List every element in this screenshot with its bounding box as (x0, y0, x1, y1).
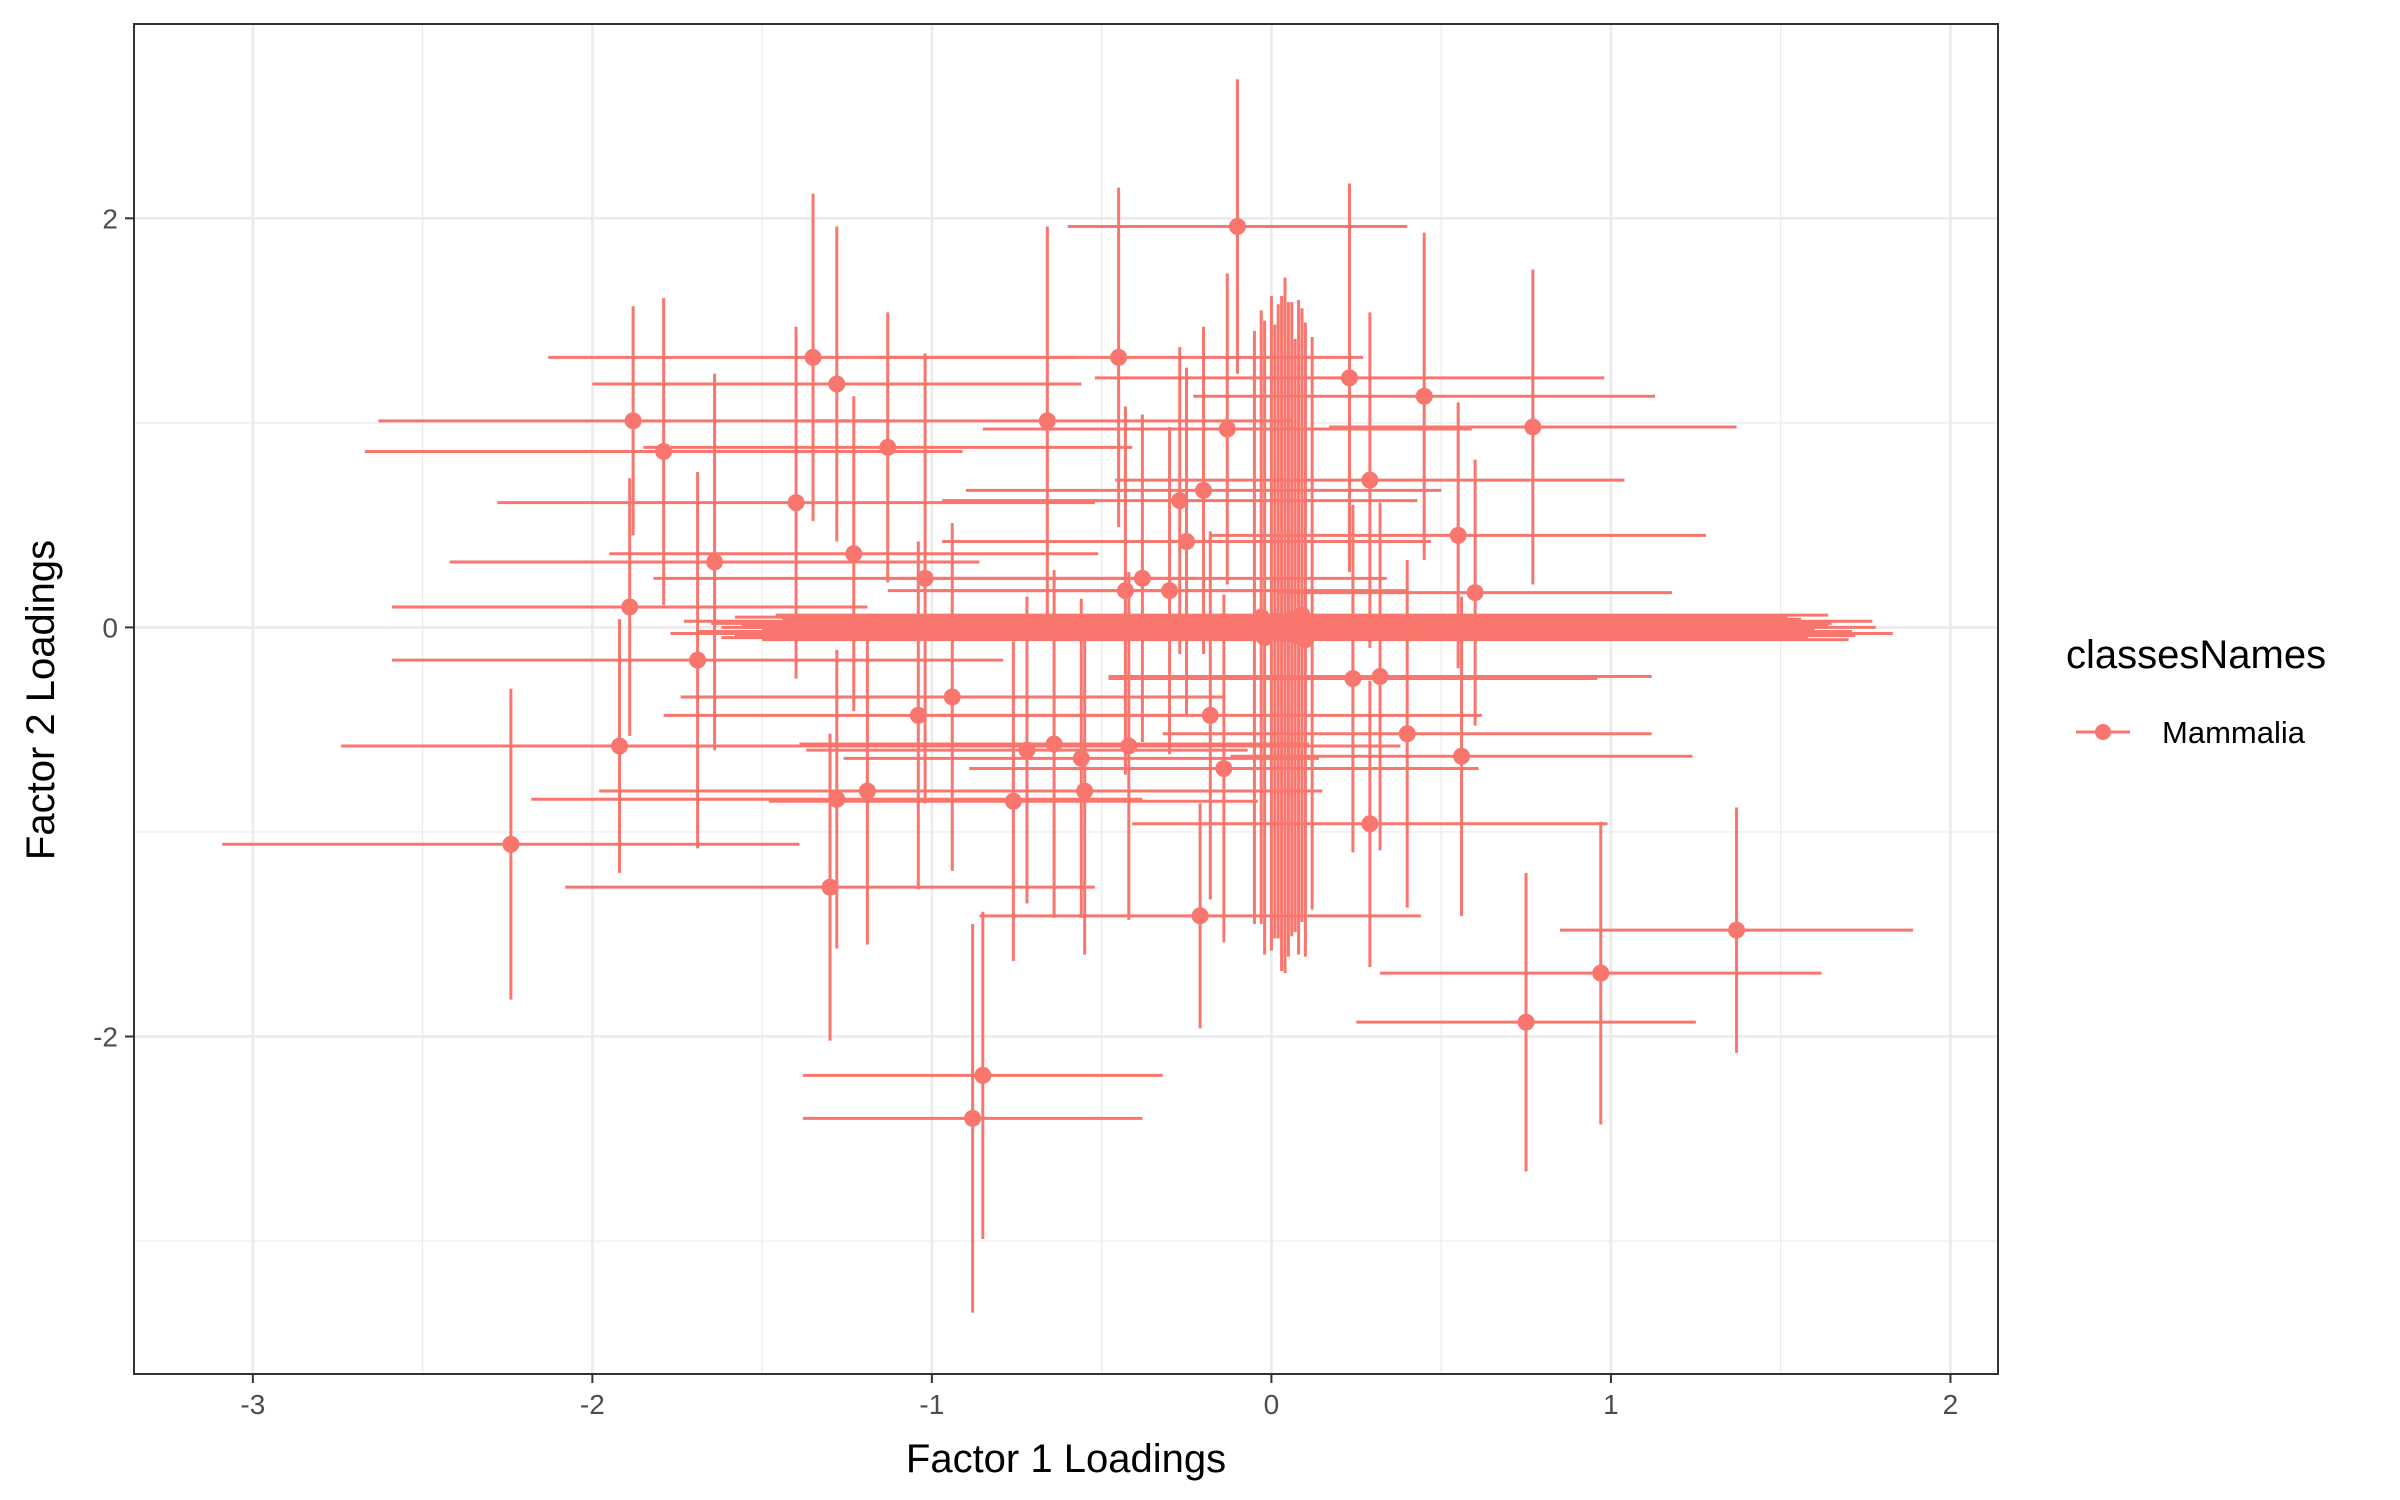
x-axis-title: Factor 1 Loadings (906, 1437, 1226, 1481)
data-point (1341, 369, 1359, 387)
data-point (1371, 668, 1389, 685)
data-point (621, 598, 639, 616)
legend-title: classesNames (2066, 633, 2326, 677)
data-point (611, 737, 629, 755)
data-point (1466, 584, 1484, 602)
x-tick-label: 0 (1264, 1389, 1280, 1420)
major-gridlines (134, 24, 1998, 1374)
points (502, 218, 1746, 1127)
data-point (1517, 1013, 1535, 1031)
data-point (943, 688, 961, 706)
data-point (1303, 614, 1321, 632)
x-tick-label: -1 (919, 1389, 944, 1420)
data-point (1195, 481, 1213, 499)
data-point (1120, 737, 1138, 755)
data-point (624, 412, 642, 430)
data-point (787, 494, 805, 512)
data-point (804, 348, 822, 366)
data-point (845, 545, 863, 563)
data-point (1218, 420, 1236, 438)
data-point (1453, 747, 1471, 765)
data-point (974, 1066, 992, 1084)
data-point (1191, 907, 1209, 925)
data-point (1161, 582, 1179, 600)
data-point (1344, 670, 1362, 688)
data-point (828, 375, 846, 393)
y-axis-title: Factor 2 Loadings (19, 540, 63, 860)
data-point (821, 878, 839, 896)
data-series-mammalia (222, 79, 1914, 1313)
data-point (964, 1109, 982, 1127)
data-point (1728, 921, 1746, 939)
data-point (858, 782, 876, 800)
data-point (828, 790, 846, 808)
data-point (1018, 741, 1036, 759)
data-point (1524, 418, 1542, 436)
data-point (1215, 760, 1233, 778)
legend-key-point (2095, 724, 2111, 740)
data-point (1076, 782, 1094, 800)
data-point (1045, 735, 1063, 753)
data-point (706, 553, 724, 571)
data-point (1038, 412, 1056, 430)
data-point (1449, 526, 1467, 544)
data-point (1201, 706, 1219, 724)
minor-gridlines (134, 24, 1998, 1374)
data-point (1133, 569, 1151, 587)
x-tick-label: 1 (1603, 1389, 1619, 1420)
data-point (1228, 218, 1246, 235)
x-tick-label: -3 (240, 1389, 265, 1420)
data-point (1004, 792, 1022, 810)
plot-panel-background (134, 24, 1998, 1374)
data-point (1178, 533, 1196, 550)
data-point (1361, 471, 1379, 489)
x-axis-ticks: -3 -2 -1 0 1 2 (240, 1374, 1958, 1420)
data-point (1398, 725, 1416, 743)
data-point (1072, 749, 1090, 767)
x-tick-label: 2 (1943, 1389, 1959, 1420)
legend-label-mammalia: Mammalia (2162, 715, 2306, 750)
data-point (916, 569, 934, 587)
y-tick-label: -2 (93, 1022, 118, 1053)
y-axis-ticks: -2 0 2 (93, 203, 134, 1053)
data-point (879, 438, 897, 456)
data-point (1592, 964, 1610, 982)
data-point (689, 651, 707, 669)
data-point (1116, 582, 1134, 600)
y-tick-label: 0 (102, 612, 118, 643)
data-point (1296, 631, 1314, 649)
y-tick-label: 2 (102, 203, 118, 234)
legend: classesNames Mammalia (2066, 633, 2326, 750)
x-tick-label: -2 (580, 1389, 605, 1420)
plot-panel-border (133, 23, 1999, 1375)
data-point (502, 835, 520, 853)
data-point (909, 706, 927, 724)
data-point (655, 443, 673, 460)
data-point (1361, 815, 1379, 833)
data-point (1415, 387, 1433, 405)
data-point (1171, 492, 1189, 510)
data-point (1110, 348, 1128, 366)
